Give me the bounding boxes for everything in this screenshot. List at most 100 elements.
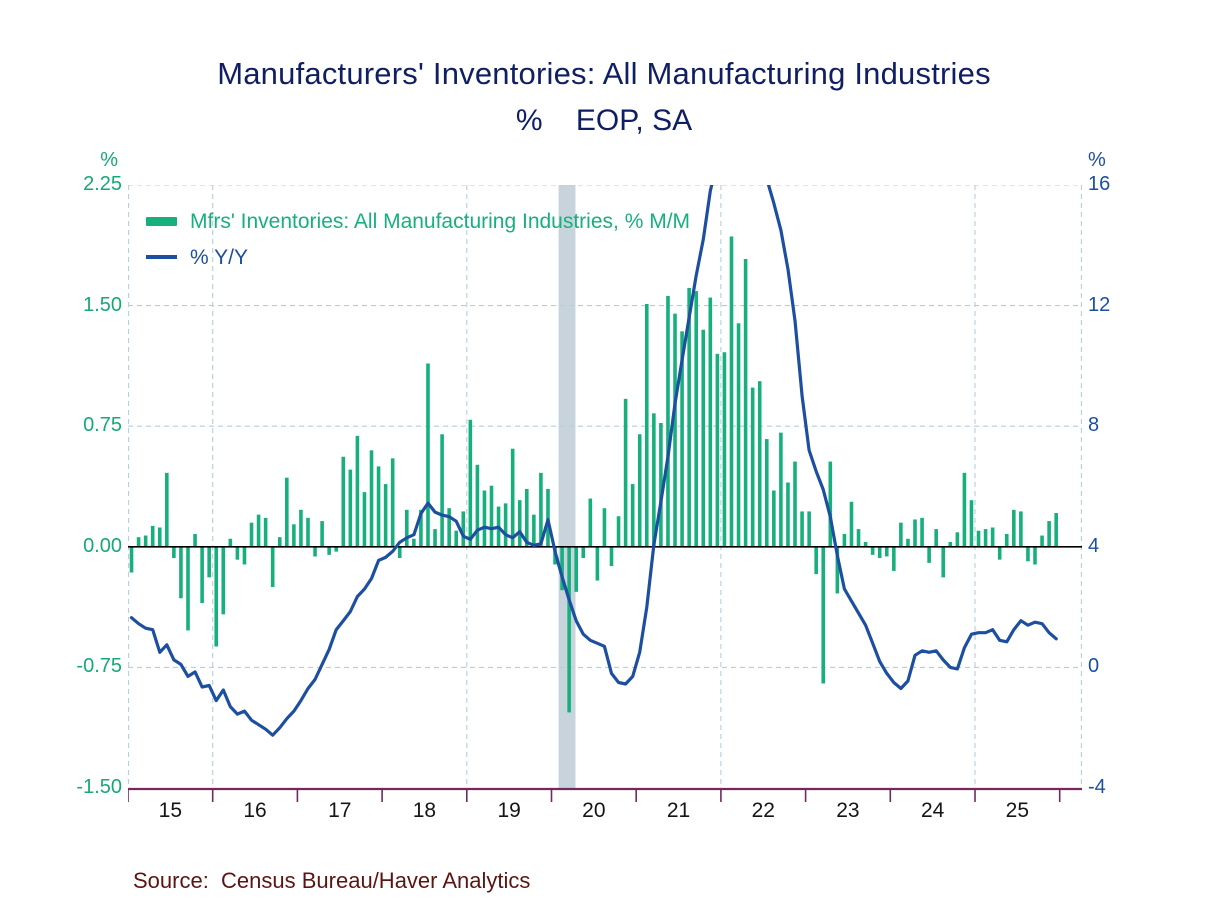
bar-mm	[659, 422, 663, 547]
bar-mm	[334, 546, 339, 552]
bar-mm	[299, 509, 303, 547]
bar-mm	[722, 352, 727, 547]
bar-mm	[884, 546, 889, 557]
bar-mm	[715, 353, 720, 547]
bar-mm	[193, 533, 197, 547]
bar-mm	[348, 469, 353, 547]
bar-mm	[630, 484, 635, 547]
bar-mm	[927, 546, 931, 563]
bar-mm	[433, 529, 437, 547]
bar-mm	[666, 295, 670, 547]
bar-mm	[510, 448, 515, 547]
bar-mm	[320, 521, 324, 547]
blue-line-swatch-icon	[146, 255, 177, 259]
bar-mm	[397, 546, 402, 559]
bar-mm	[179, 546, 183, 599]
legend: Mfrs' Inventories: All Manufacturing Ind…	[146, 203, 690, 275]
bar-mm	[285, 477, 289, 547]
bar-mm	[729, 236, 734, 547]
bar-mm	[447, 508, 451, 547]
bar-mm	[997, 546, 1002, 560]
bar-mm	[743, 258, 748, 547]
right-axis-unit: %	[1088, 149, 1106, 171]
bar-mm	[842, 533, 847, 547]
bar-mm	[277, 537, 282, 547]
bar-mm	[652, 413, 656, 547]
bar-mm	[405, 509, 409, 547]
bar-mm	[228, 538, 233, 547]
left-axis-tick-label: -0.75	[76, 655, 122, 678]
bar-mm	[807, 511, 811, 547]
bar-mm	[426, 363, 430, 547]
bar-mm	[489, 485, 494, 547]
right-axis-tick-label: 4	[1088, 534, 1100, 557]
bar-mm	[1033, 546, 1037, 565]
bar-mm	[687, 287, 691, 547]
bar-mm	[976, 530, 981, 547]
bar-mm	[701, 329, 706, 547]
bar-mm	[517, 500, 522, 547]
bar-mm	[524, 488, 529, 547]
bar-mm	[221, 546, 226, 615]
bar-mm	[263, 517, 268, 547]
x-axis-year-label: 21	[666, 799, 691, 822]
bar-mm	[242, 546, 247, 565]
left-axis-tick-label: 0.75	[83, 414, 122, 437]
left-axis-unit: %	[100, 149, 118, 171]
x-axis-year-label: 16	[243, 799, 267, 822]
bar-mm	[327, 546, 331, 555]
bar-mm	[779, 432, 783, 547]
bar-mm	[143, 535, 148, 547]
legend-item-yy: % Y/Y	[146, 239, 690, 275]
bar-mm	[539, 472, 543, 547]
bar-mm	[1047, 521, 1051, 547]
bar-mm	[969, 500, 974, 547]
bar-mm	[369, 450, 374, 547]
bar-mm	[270, 546, 275, 587]
bar-mm	[503, 503, 508, 547]
bar-mm	[616, 516, 621, 547]
bar-mm	[207, 546, 211, 578]
bar-mm	[588, 498, 593, 547]
chart-subtitle: % EOP, SA	[515, 104, 693, 137]
bar-mm	[750, 387, 755, 547]
source-note: Source: Census Bureau/Haver Analytics	[133, 868, 531, 893]
recession-band	[558, 185, 576, 788]
bar-mm	[941, 546, 946, 578]
bar-mm	[249, 522, 254, 547]
bar-mm	[602, 508, 607, 547]
bar-mm	[736, 323, 741, 547]
bar-mm	[165, 472, 169, 547]
bar-mm	[186, 546, 190, 631]
bar-mm	[821, 546, 826, 684]
chart-title: Manufacturers' Inventories: All Manufact…	[217, 56, 991, 91]
bar-mm	[1004, 533, 1009, 547]
bar-mm	[383, 484, 388, 547]
x-axis-year-label: 18	[412, 799, 437, 822]
bar-mm	[764, 439, 769, 547]
bar-mm	[757, 381, 762, 547]
bar-mm	[376, 466, 381, 547]
x-axis-year-label: 24	[920, 799, 945, 822]
legend-label-yy: % Y/Y	[190, 245, 248, 269]
bar-mm	[390, 458, 395, 547]
right-axis-tick-label: 0	[1088, 655, 1100, 678]
left-axis-tick-label: -1.50	[76, 776, 122, 798]
x-axis-year-label: 22	[751, 799, 775, 822]
green-bar-swatch-icon	[146, 216, 177, 226]
bar-mm	[482, 490, 487, 547]
bar-mm	[292, 524, 296, 547]
bar-mm	[546, 488, 550, 547]
bar-mm	[200, 546, 204, 604]
bar-mm	[786, 482, 790, 547]
bar-mm	[694, 291, 698, 547]
bar-mm	[828, 461, 833, 547]
bar-mm	[708, 297, 713, 547]
bar-mm	[574, 546, 579, 592]
bar-mm	[129, 546, 134, 573]
x-axis-year-label: 20	[582, 799, 606, 822]
legend-item-mm: Mfrs' Inventories: All Manufacturing Ind…	[146, 203, 690, 239]
bar-mm	[906, 538, 910, 547]
bar-mm	[440, 434, 444, 547]
